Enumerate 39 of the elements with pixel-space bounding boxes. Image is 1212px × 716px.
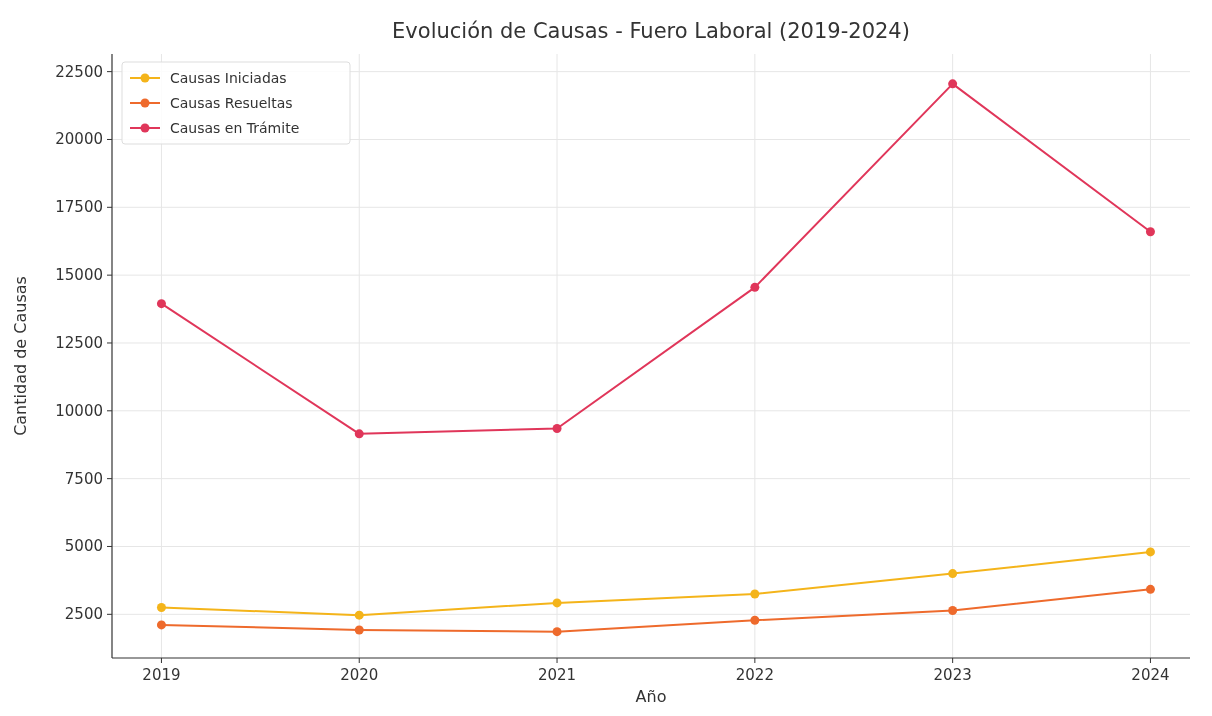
x-tick-label: 2022 [735,666,774,684]
point [354,429,364,439]
x-tick-label: 2024 [1131,666,1170,684]
y-tick-label: 7500 [64,469,103,488]
point [156,299,166,309]
point [1145,584,1155,594]
point [948,606,958,616]
legend-label: Causas Iniciadas [170,70,287,86]
point [750,282,760,292]
legend-label: Causas Resueltas [170,95,293,111]
point [750,589,760,599]
point [948,79,958,89]
point [354,625,364,635]
point [750,615,760,625]
y-tick-label: 2500 [64,605,103,624]
point [156,620,166,630]
point [1145,547,1155,557]
x-tick-label: 2020 [340,666,379,684]
legend-label: Causas en Trámite [170,120,300,136]
y-tick-label: 20000 [55,130,103,149]
y-tick-label: 12500 [55,333,103,352]
x-tick-label: 2019 [142,666,181,684]
x-tick-label: 2023 [933,666,972,684]
y-axis-title: Cantidad de Causas [11,276,30,436]
point [552,423,562,433]
point [552,598,562,608]
y-tick-label: 15000 [55,266,103,285]
x-tick-label: 2021 [537,666,577,684]
chart-title: Evolución de Causas - Fuero Laboral (2019-2024) [392,19,910,43]
point [354,610,364,620]
y-tick-label: 5000 [64,537,103,556]
point [948,569,958,579]
y-tick-label: 22500 [55,62,103,81]
x-axis-title: Año [635,687,667,706]
point [156,603,166,613]
point [1145,227,1155,237]
y-tick-label: 10000 [55,401,103,420]
point [552,627,562,637]
y-tick-label: 17500 [55,198,103,217]
